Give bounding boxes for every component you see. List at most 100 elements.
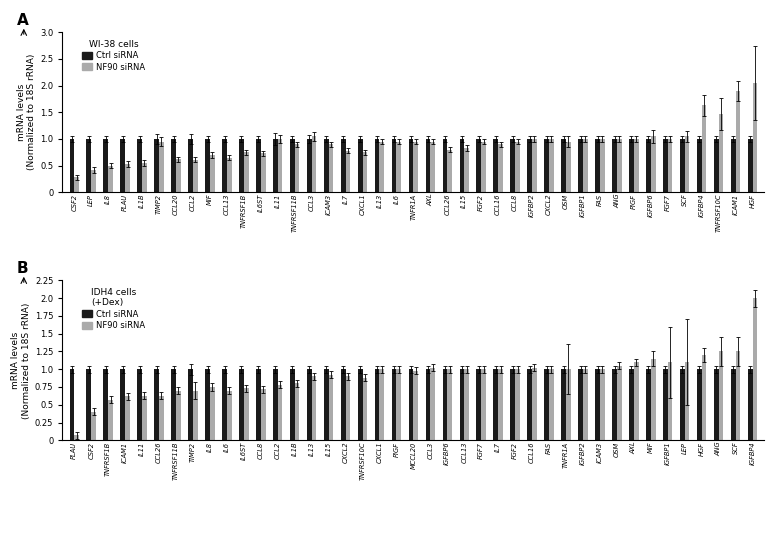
Bar <box>380 142 385 192</box>
Bar <box>239 369 244 440</box>
Bar <box>600 369 604 440</box>
Bar <box>426 369 431 440</box>
Bar <box>91 412 96 440</box>
Bar <box>634 362 639 440</box>
Bar <box>442 369 447 440</box>
Bar <box>663 139 668 192</box>
Bar <box>748 139 753 192</box>
Bar <box>477 369 481 440</box>
Bar <box>312 136 317 192</box>
Bar <box>396 142 401 192</box>
Bar <box>413 142 418 192</box>
Bar <box>680 369 685 440</box>
Y-axis label: mRNA levels
(Normalized to 18S rRNA): mRNA levels (Normalized to 18S rRNA) <box>16 54 36 170</box>
Y-axis label: mRNA levels
(Normalized to 18S rRNA): mRNA levels (Normalized to 18S rRNA) <box>11 302 30 418</box>
Bar <box>459 369 464 440</box>
Bar <box>210 387 215 440</box>
Bar <box>69 369 74 440</box>
Bar <box>600 139 604 192</box>
Bar <box>358 139 363 192</box>
Bar <box>634 139 639 192</box>
Bar <box>718 351 723 440</box>
Bar <box>629 139 634 192</box>
Bar <box>578 139 583 192</box>
Bar <box>120 139 125 192</box>
Text: B: B <box>16 261 28 276</box>
Bar <box>87 369 91 440</box>
Bar <box>87 139 91 192</box>
Bar <box>578 369 583 440</box>
Bar <box>244 388 249 440</box>
Bar <box>731 369 736 440</box>
Bar <box>595 139 600 192</box>
Bar <box>256 139 261 192</box>
Bar <box>172 369 176 440</box>
Bar <box>431 368 435 440</box>
Bar <box>426 139 431 192</box>
Bar <box>278 385 282 440</box>
Bar <box>697 139 702 192</box>
Bar <box>464 369 469 440</box>
Bar <box>447 150 452 192</box>
Bar <box>731 139 736 192</box>
Bar <box>532 368 537 440</box>
Bar <box>510 139 515 192</box>
Bar <box>753 298 757 440</box>
Bar <box>680 139 685 192</box>
Bar <box>222 139 227 192</box>
Bar <box>685 362 690 440</box>
Bar <box>358 369 363 440</box>
Bar <box>273 139 278 192</box>
Bar <box>159 396 164 440</box>
Bar <box>668 362 672 440</box>
Bar <box>290 369 295 440</box>
Bar <box>651 359 655 440</box>
Bar <box>515 369 520 440</box>
Bar <box>290 139 295 192</box>
Bar <box>239 139 244 192</box>
Bar <box>753 83 757 192</box>
Bar <box>324 139 328 192</box>
Bar <box>176 159 181 192</box>
Bar <box>205 369 210 440</box>
Bar <box>527 369 532 440</box>
Bar <box>159 142 164 192</box>
Bar <box>702 105 707 192</box>
Bar <box>374 139 380 192</box>
Bar <box>714 369 718 440</box>
Bar <box>498 369 503 440</box>
Bar <box>346 151 350 192</box>
Bar <box>646 369 651 440</box>
Bar <box>108 400 113 440</box>
Bar <box>193 390 197 440</box>
Bar <box>442 139 447 192</box>
Bar <box>261 389 265 440</box>
Bar <box>125 164 130 192</box>
Bar <box>328 375 333 440</box>
Bar <box>714 139 718 192</box>
Bar <box>104 369 108 440</box>
Bar <box>736 91 740 192</box>
Bar <box>464 148 469 192</box>
Bar <box>396 369 401 440</box>
Bar <box>668 139 672 192</box>
Bar <box>498 144 503 192</box>
Bar <box>137 369 142 440</box>
Bar <box>210 155 215 192</box>
Bar <box>244 153 249 192</box>
Bar <box>295 144 300 192</box>
Bar <box>307 369 312 440</box>
Bar <box>120 369 125 440</box>
Bar <box>363 378 367 440</box>
Bar <box>176 390 181 440</box>
Bar <box>108 165 113 192</box>
Bar <box>346 376 350 440</box>
Bar <box>527 139 532 192</box>
Bar <box>481 142 486 192</box>
Bar <box>549 139 554 192</box>
Bar <box>413 371 418 440</box>
Bar <box>205 139 210 192</box>
Bar <box>515 142 520 192</box>
Bar <box>532 139 537 192</box>
Bar <box>188 369 193 440</box>
